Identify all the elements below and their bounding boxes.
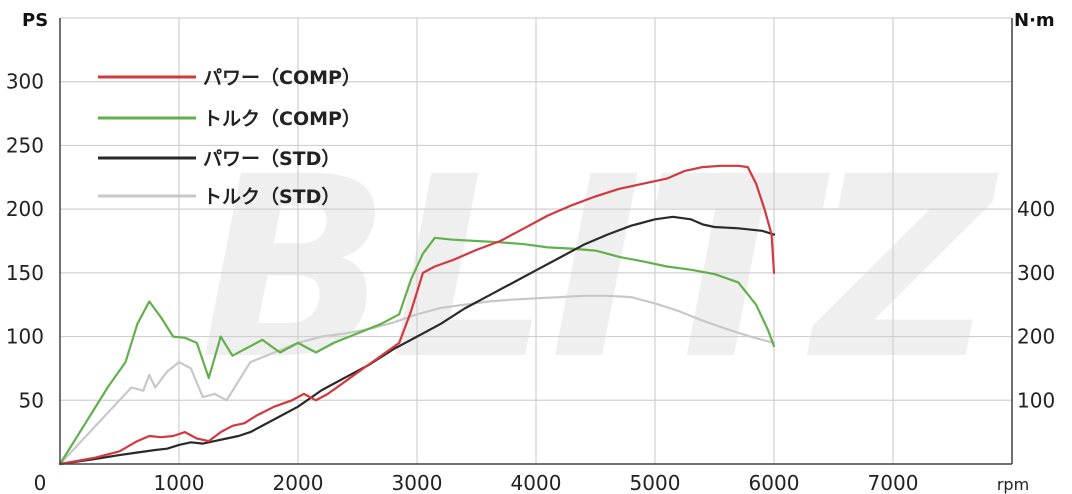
y-right-tick-label: 100 [1017,388,1055,412]
y-right-unit: N·m [1014,10,1055,31]
series-line-2 [58,215,776,466]
legend-label-3: トルク（STD） [203,185,340,208]
y-left-unit: PS [22,10,48,31]
series-line-3 [58,294,776,466]
legend-label-2: パワー（STD） [203,147,340,170]
series-line-1 [58,236,776,466]
x-tick-label: 6000 [749,471,800,494]
y-left-tick-label: 300 [6,70,44,94]
x-tick-label: 1000 [154,471,205,494]
x-tick-label: 3000 [392,471,443,494]
y-left-tick-label: 50 [19,388,44,412]
legend-label-0: パワー（COMP） [203,66,361,89]
x-axis-label: rpm [997,475,1029,494]
y-left-tick-label: 200 [6,197,44,221]
x-tick-label: 4000 [511,471,562,494]
y-right-tick-label: 300 [1017,261,1055,285]
x-tick-label: 0 [34,471,47,494]
legend-label-1: トルク（COMP） [203,107,361,130]
watermark-text: BLITZ [200,123,999,414]
y-right-tick-label: 400 [1017,197,1055,221]
y-left-tick-label: 100 [6,325,44,349]
x-tick-label: 7000 [868,471,919,494]
y-right-tick-label: 200 [1017,325,1055,349]
y-left-tick-label: 250 [6,133,44,157]
x-tick-label: 5000 [630,471,681,494]
y-left-tick-label: 150 [6,261,44,285]
series-line-0 [58,164,776,466]
x-tick-label: 2000 [273,471,324,494]
